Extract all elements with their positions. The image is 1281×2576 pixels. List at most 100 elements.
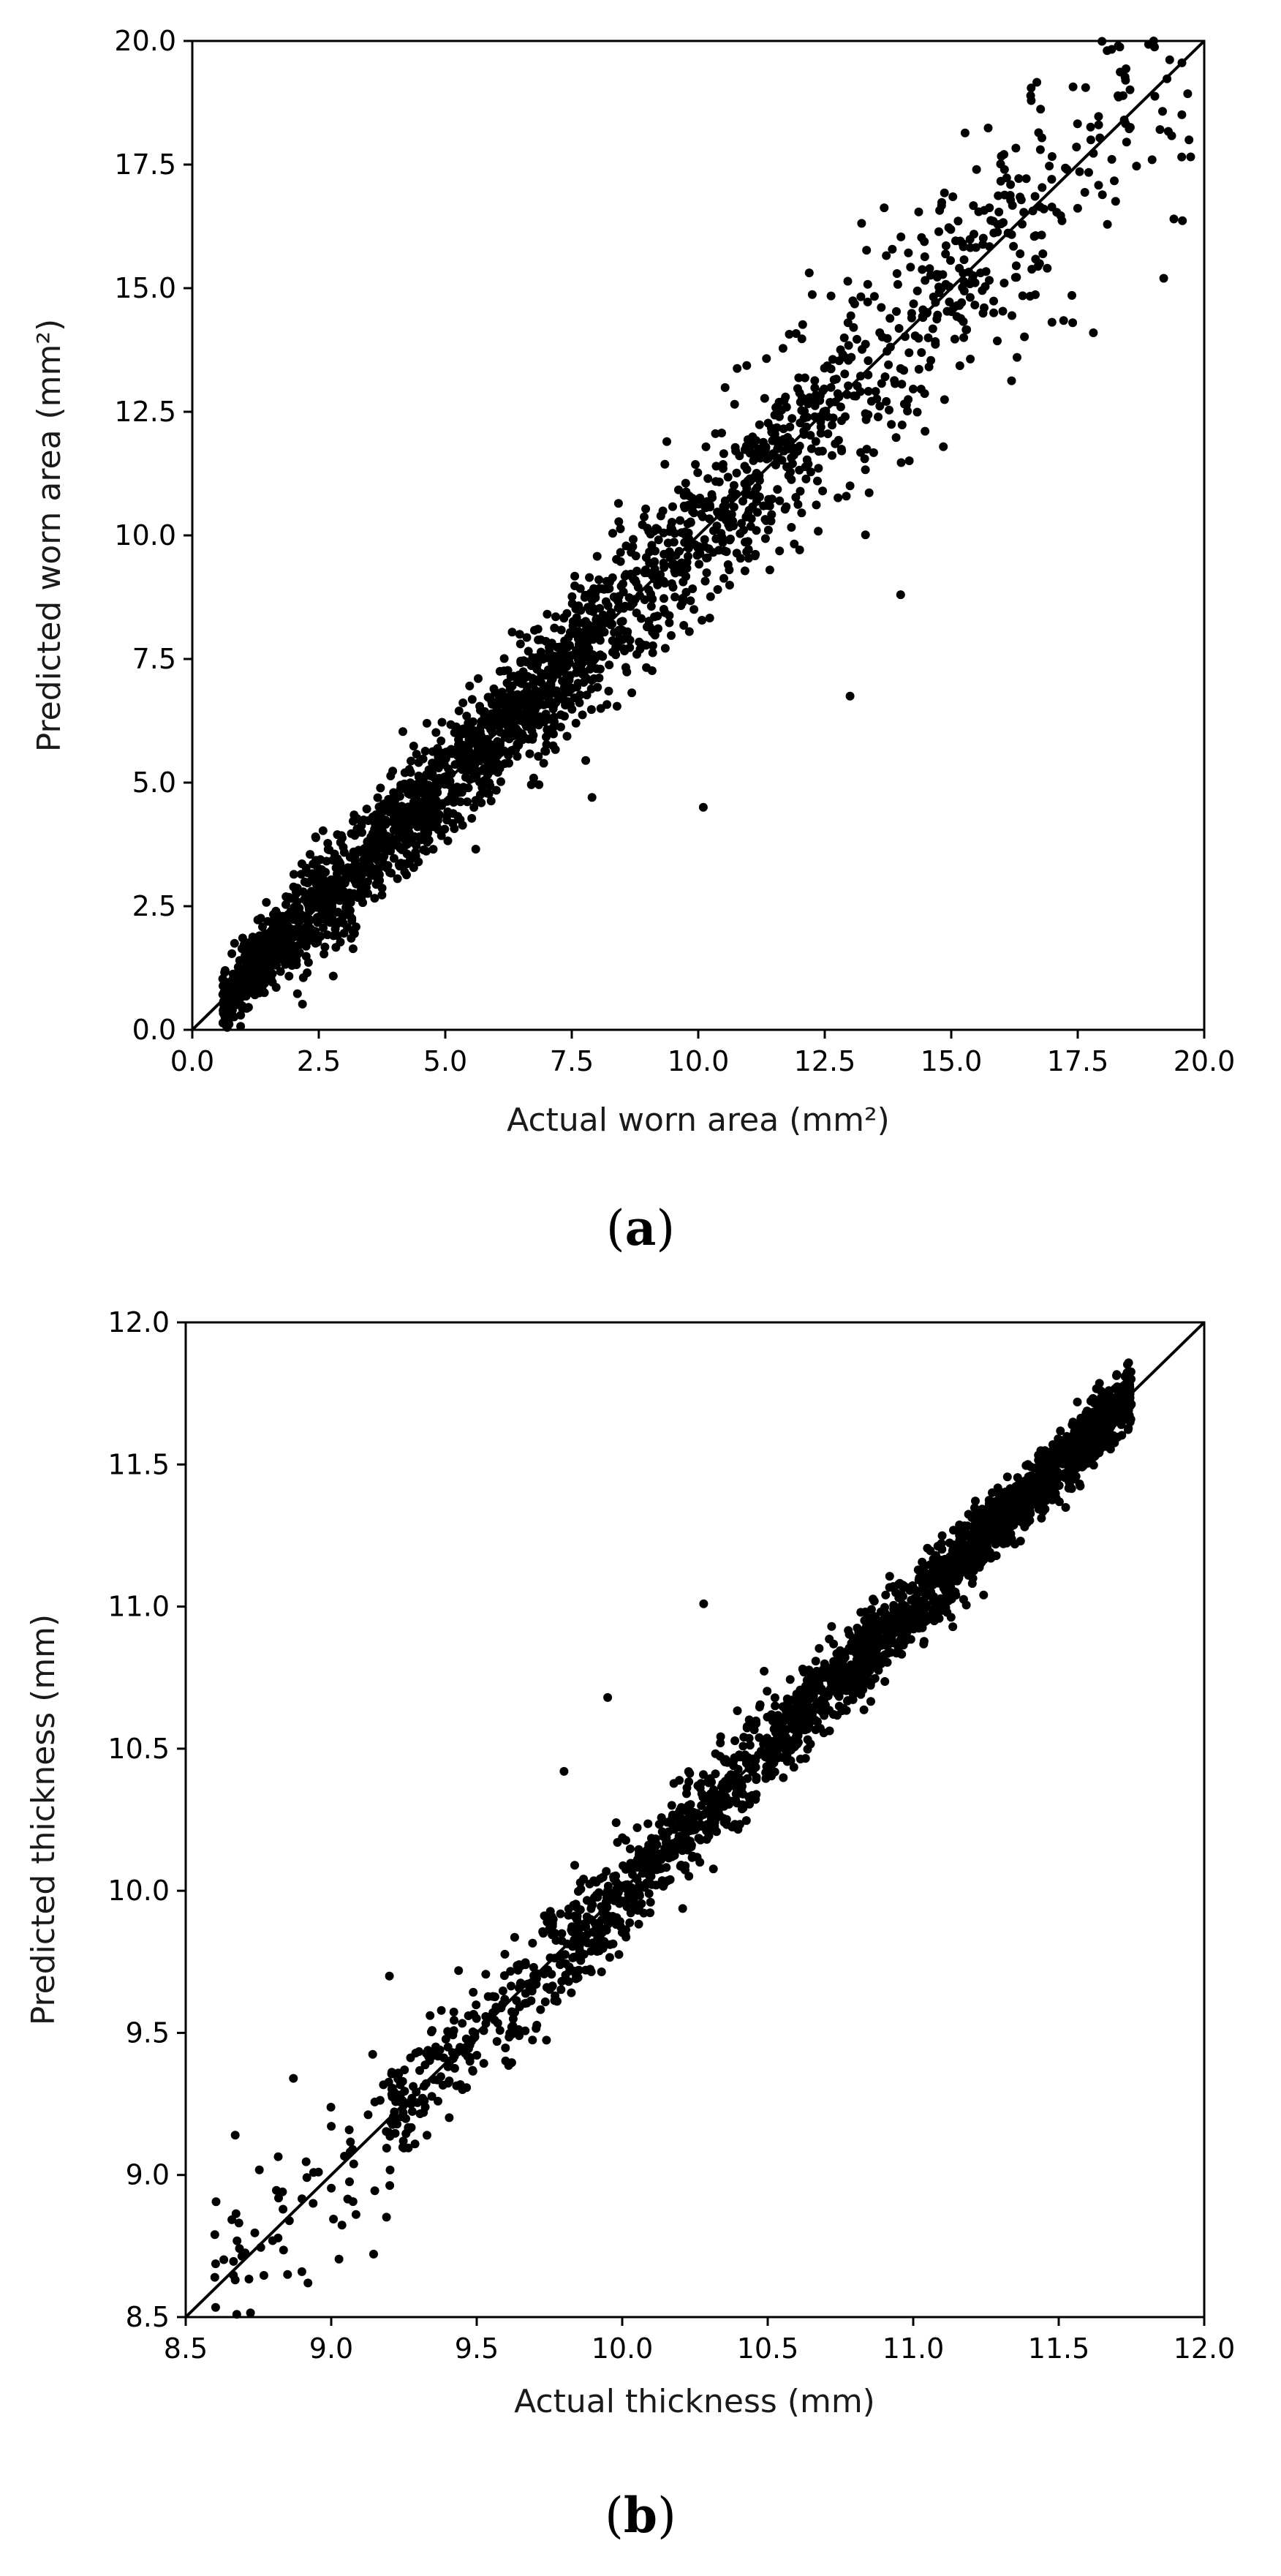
scatter-point [805, 393, 815, 402]
scatter-point [702, 1834, 711, 1844]
scatter-point [376, 783, 385, 793]
scatter-point [657, 1876, 667, 1886]
y-tick-label: 12.5 [114, 396, 176, 428]
scatter-point [732, 549, 741, 558]
scatter-point [752, 1775, 761, 1785]
scatter-point [515, 2031, 524, 2041]
scatter-point [921, 426, 930, 436]
scatter-point [676, 516, 685, 525]
scatter-point [601, 597, 611, 606]
scatter-point [679, 621, 689, 630]
scatter-point [846, 311, 855, 320]
scatter-point [390, 799, 400, 809]
scatter-point [458, 2019, 467, 2028]
scatter-point [278, 920, 287, 930]
scatter-point [262, 897, 271, 907]
scatter-point [387, 2084, 396, 2094]
scatter-point [716, 1739, 725, 1747]
scatter-point [449, 2007, 458, 2016]
scatter-point [621, 541, 631, 551]
scatter-point [659, 605, 668, 614]
scatter-point [1110, 176, 1119, 186]
scatter-point [1038, 183, 1047, 192]
scatter-point [567, 1988, 576, 1997]
scatter-point [613, 593, 623, 602]
y-tick-label: 7.5 [132, 643, 176, 675]
scatter-point [684, 1767, 693, 1777]
scatter-point [937, 1545, 947, 1554]
y-axis-ticks-a: 0.02.55.07.510.012.515.017.520.0 [114, 25, 192, 1046]
scatter-point [298, 999, 307, 1009]
scatter-point [449, 2026, 458, 2035]
scatter-point [330, 849, 339, 859]
scatter-point [673, 1809, 683, 1818]
scatter-point [780, 505, 790, 514]
scatter-point [441, 2035, 450, 2044]
scatter-point [303, 957, 313, 967]
scatter-point [1021, 174, 1031, 184]
scatter-point [443, 836, 453, 846]
scatter-point [611, 1818, 621, 1827]
scatter-point [505, 2033, 514, 2042]
scatter-point [839, 1653, 848, 1662]
scatter-point [573, 679, 583, 688]
scatter-point [1035, 259, 1044, 268]
scatter-point [407, 756, 416, 766]
scatter-point [799, 413, 809, 423]
scatter-point [485, 693, 495, 702]
scatter-point [869, 292, 879, 301]
scatter-point [475, 756, 485, 766]
scatter-point [978, 309, 988, 318]
scatter-point [415, 814, 424, 824]
scatter-point [842, 1706, 851, 1715]
scatter-point [768, 1759, 777, 1769]
scatter-point [738, 1741, 748, 1751]
scatter-point [740, 566, 749, 576]
scatter-point [571, 1970, 581, 1979]
scatter-point [541, 747, 551, 756]
scatter-point [484, 768, 494, 777]
scatter-point [711, 1749, 720, 1758]
scatter-point [735, 1750, 744, 1760]
scatter-point [629, 535, 638, 544]
scatter-point [1132, 162, 1141, 171]
scatter-point [281, 900, 290, 909]
scatter-point [885, 314, 895, 323]
scatter-point [693, 468, 703, 478]
scatter-point [1072, 143, 1081, 151]
scatter-point [458, 821, 467, 830]
scatter-point [803, 1725, 812, 1733]
scatter-point [513, 752, 522, 761]
scatter-point [681, 1861, 690, 1870]
scatter-point [256, 949, 265, 958]
scatter-point [385, 2181, 395, 2191]
x-tick-label: 5.0 [423, 1045, 467, 1077]
scatter-point [442, 811, 452, 821]
scatter-point [1014, 174, 1024, 184]
scatter-point [997, 151, 1006, 161]
scatter-point [703, 553, 712, 562]
scatter-point [770, 1693, 779, 1703]
scatter-point [815, 1680, 824, 1690]
scatter-point [598, 652, 608, 661]
scatter-point [676, 601, 686, 610]
scatter-point [1096, 1386, 1106, 1396]
scatter-point [404, 2143, 413, 2153]
scatter-point [349, 892, 359, 901]
scatter-point [748, 432, 757, 442]
scatter-point [700, 535, 709, 544]
scatter-point [1106, 1445, 1115, 1454]
scatter-point [395, 862, 404, 871]
scatter-point [1073, 203, 1082, 213]
scatter-point [684, 627, 694, 636]
scatter-point [725, 581, 734, 590]
scatter-point [909, 299, 918, 309]
scatter-point [929, 1556, 938, 1566]
scatter-point [923, 1570, 933, 1579]
scatter-point [594, 674, 604, 682]
scatter-point [718, 538, 728, 547]
scatter-point [1114, 91, 1122, 100]
scatter-point [791, 493, 801, 502]
scatter-point [1026, 1462, 1035, 1472]
scatter-point [458, 698, 468, 707]
